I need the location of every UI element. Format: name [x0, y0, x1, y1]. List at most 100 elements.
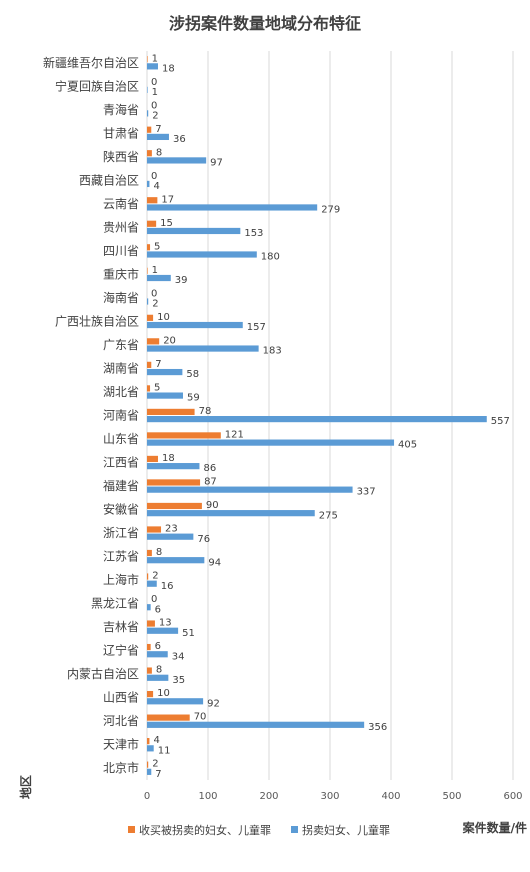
category-label: 黑龙江省	[91, 597, 139, 611]
data-label-buy: 1	[152, 265, 158, 276]
data-label-buy: 121	[225, 430, 244, 441]
bar-sell	[147, 345, 259, 352]
data-label-buy: 20	[163, 335, 176, 346]
data-label-buy: 70	[194, 712, 207, 723]
data-label-sell: 59	[187, 393, 200, 404]
data-label-buy: 4	[153, 735, 159, 746]
data-label-sell: 153	[244, 228, 263, 239]
bar-sell	[147, 368, 183, 376]
data-label-buy: 23	[165, 524, 178, 535]
data-label-sell: 356	[368, 722, 387, 733]
category-label: 江苏省	[103, 550, 139, 564]
data-label-buy: 0	[151, 288, 157, 299]
data-label-sell: 97	[210, 158, 223, 169]
bar-sell	[147, 486, 353, 493]
data-label-buy: 15	[160, 218, 173, 229]
bar-buy	[147, 408, 195, 415]
x-tick-label: 100	[198, 791, 217, 802]
bar-buy	[147, 573, 149, 580]
category-label: 天津市	[103, 737, 139, 752]
category-label: 上海市	[103, 572, 139, 587]
category-label: 重庆市	[103, 266, 139, 281]
bar-sell	[147, 157, 207, 164]
data-label-sell: 275	[319, 510, 338, 521]
category-label: 辽宁省	[103, 643, 139, 658]
bar-sell	[147, 227, 241, 235]
bar-buy	[147, 455, 158, 463]
data-label-sell: 36	[173, 134, 186, 145]
bar-buy	[147, 526, 162, 533]
bar-sell	[147, 533, 194, 540]
bar-buy	[147, 385, 151, 392]
data-label-sell: 35	[172, 675, 185, 686]
x-tick-label: 600	[503, 791, 522, 802]
x-tick-label: 500	[442, 791, 461, 802]
x-tick-label: 400	[381, 791, 400, 802]
x-tick-label: 300	[320, 791, 339, 802]
category-label: 四川省	[103, 244, 139, 258]
category-label: 陕西省	[103, 149, 139, 164]
bar-buy	[147, 479, 201, 486]
bar-sell	[147, 768, 152, 775]
data-label-buy: 1	[152, 53, 158, 64]
bar-sell	[147, 274, 171, 282]
data-label-buy: 90	[206, 500, 219, 511]
bar-sell	[147, 439, 395, 446]
data-label-sell: 4	[153, 181, 159, 192]
bar-sell	[147, 63, 158, 70]
category-label: 湖南省	[103, 360, 139, 375]
category-label: 青海省	[103, 102, 139, 117]
bar-buy	[147, 432, 221, 439]
data-label-sell: 557	[491, 416, 510, 427]
bar-sell	[147, 463, 200, 470]
bar-sell	[147, 698, 204, 705]
bar-buy	[147, 549, 152, 557]
bar-buy	[147, 738, 150, 745]
data-label-buy: 7	[155, 124, 161, 135]
data-label-buy: 8	[156, 665, 162, 676]
bar-sell	[147, 204, 318, 211]
data-label-buy: 6	[155, 641, 161, 652]
category-label: 北京市	[103, 760, 139, 775]
data-label-sell: 337	[357, 487, 376, 498]
bar-buy	[147, 714, 190, 721]
category-label: 福建省	[103, 478, 139, 493]
bar-sell	[147, 416, 487, 423]
category-label: 吉林省	[103, 620, 139, 634]
legend-label-buy: 收买被拐卖的妇女、儿童罪	[139, 823, 271, 837]
category-label: 广西壮族自治区	[55, 314, 139, 328]
data-label-buy: 8	[156, 547, 162, 558]
category-label: 内蒙古自治区	[67, 666, 139, 681]
bar-sell	[147, 604, 151, 611]
bar-sell	[147, 321, 243, 329]
data-label-sell: 6	[155, 604, 161, 615]
bar-buy	[147, 314, 154, 321]
bar-sell	[147, 745, 154, 752]
data-label-sell: 94	[208, 557, 221, 568]
data-label-sell: 279	[321, 205, 340, 216]
data-label-buy: 0	[151, 171, 157, 182]
bar-buy	[147, 150, 152, 157]
data-label-sell: 405	[398, 440, 417, 451]
legend-label-sell: 拐卖妇女、儿童罪	[302, 823, 390, 837]
x-tick-label: 0	[144, 791, 150, 802]
bar-buy	[147, 267, 148, 274]
bar-buy	[147, 761, 149, 768]
data-label-buy: 0	[151, 100, 157, 111]
data-label-sell: 34	[172, 651, 185, 662]
category-label: 甘肃省	[103, 126, 139, 140]
grid	[146, 51, 514, 780]
legend-swatch-buy	[128, 826, 135, 833]
bar-buy	[147, 361, 152, 368]
bar-sell	[147, 721, 365, 728]
category-label: 江西省	[103, 456, 139, 470]
bar-sell	[147, 392, 183, 399]
bar-buy	[147, 126, 152, 133]
data-label-buy: 5	[154, 241, 160, 252]
category-label: 新疆维吾尔自治区	[43, 55, 139, 70]
bar-buy	[147, 667, 152, 674]
data-label-sell: 2	[152, 110, 158, 121]
data-label-sell: 92	[207, 698, 220, 709]
